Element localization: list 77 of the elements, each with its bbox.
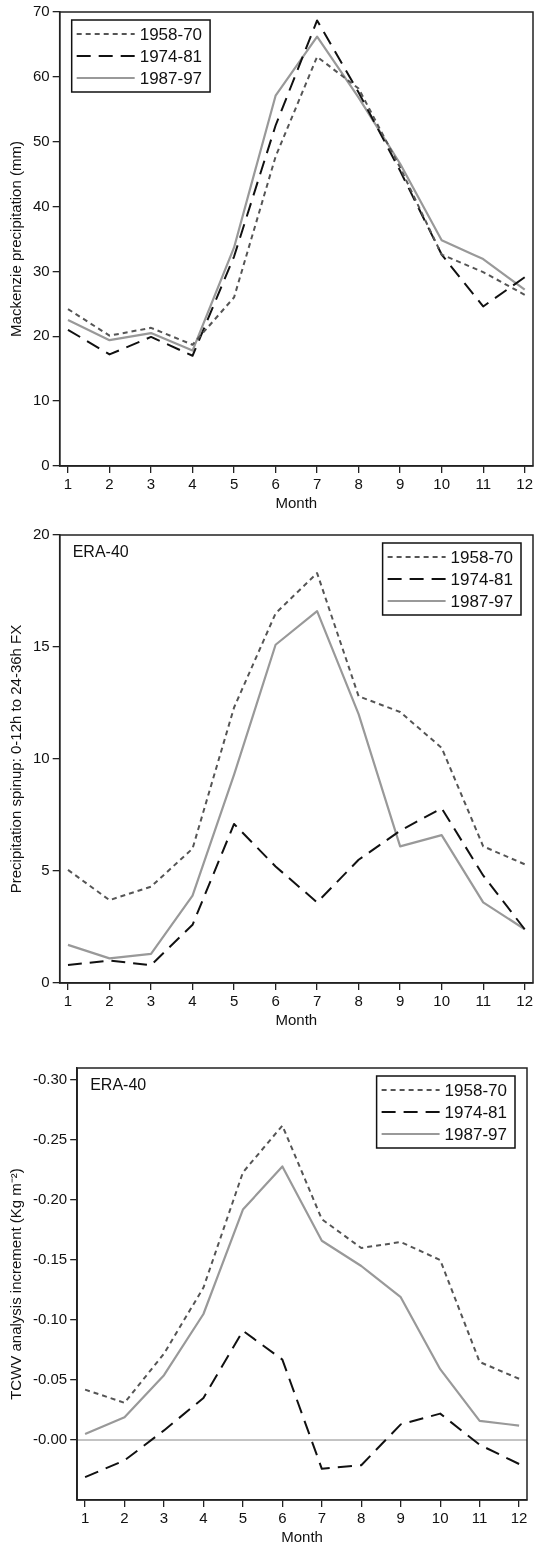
y-tick-label: 0	[41, 456, 50, 474]
line-series	[66, 572, 526, 902]
legend-label: 1987-97	[444, 1124, 507, 1144]
y-axis-title: TCWV analysis increment (Kg m⁻²)	[7, 1168, 25, 1400]
legend-label: 1958-70	[450, 547, 513, 567]
x-tick-label: 12	[516, 475, 534, 493]
x-tick-label: 12	[516, 992, 534, 1010]
x-tick-label: 9	[396, 1509, 405, 1527]
x-tick-label: 5	[229, 475, 239, 493]
x-tick-label: 11	[471, 1509, 488, 1527]
x-tick-label: 10	[431, 1509, 449, 1527]
x-tick-label: 9	[395, 992, 405, 1010]
y-tick-label: -0.05	[32, 1370, 68, 1388]
legend-label: 1974-81	[444, 1102, 507, 1122]
y-tick-label: -0.20	[32, 1190, 68, 1208]
annotation: ERA-40	[72, 543, 129, 561]
legend-label: 1987-97	[139, 68, 203, 88]
line-series	[84, 1124, 521, 1404]
x-tick-label: 1	[63, 475, 73, 493]
x-tick-label: 4	[188, 475, 197, 493]
line-series	[66, 807, 526, 967]
x-tick-label: 3	[159, 1509, 169, 1527]
x-tick-label: 6	[271, 992, 280, 1010]
y-tick-label: 5	[41, 861, 50, 879]
x-tick-label: 2	[105, 992, 114, 1010]
x-axis-title: Month	[275, 1011, 318, 1029]
x-tick-label: 11	[475, 992, 491, 1010]
x-tick-label: 1	[63, 992, 73, 1010]
y-tick-label: 50	[33, 131, 50, 149]
x-tick-label: 5	[229, 992, 239, 1010]
x-tick-label: 4	[188, 992, 197, 1010]
x-tick-label: 10	[433, 992, 450, 1010]
y-tick-label: -0.15	[32, 1250, 68, 1268]
x-axis-title: Month	[275, 494, 318, 512]
legend-label: 1958-70	[444, 1080, 507, 1100]
y-tick-label: -0.30	[32, 1070, 68, 1088]
x-tick-label: 2	[105, 475, 114, 493]
x-tick-label: 2	[120, 1509, 129, 1527]
legend-label: 1987-97	[450, 591, 513, 611]
y-tick-label: 60	[33, 67, 50, 84]
x-tick-label: 5	[238, 1509, 248, 1527]
legend-label: 1974-81	[450, 569, 513, 589]
x-tick-label: 7	[312, 475, 322, 493]
x-tick-label: 8	[354, 475, 363, 493]
legend-label: 1974-81	[139, 46, 203, 66]
line-series	[84, 1329, 521, 1479]
x-tick-label: 11	[475, 475, 491, 493]
annotation: ERA-40	[90, 1076, 147, 1094]
x-tick-label: 4	[199, 1509, 208, 1527]
x-tick-label: 8	[354, 992, 363, 1010]
legend-label: 1958-70	[139, 24, 203, 44]
y-tick-label: -0.10	[32, 1310, 68, 1328]
x-tick-label: 3	[146, 992, 156, 1010]
y-tick-label: 20	[33, 326, 50, 344]
y-tick-label: 10	[33, 391, 50, 409]
x-tick-label: 1	[80, 1509, 90, 1527]
x-tick-label: 9	[395, 475, 405, 493]
x-tick-label: 10	[433, 475, 450, 493]
y-tick-label: 10	[33, 749, 50, 767]
y-axis-title: Mackenzie precipitation (mm)	[7, 141, 25, 337]
y-tick-label: 20	[33, 525, 50, 543]
y-tick-label: -0.00	[32, 1430, 68, 1448]
y-tick-label: 40	[33, 196, 50, 214]
x-tick-label: 12	[510, 1509, 528, 1527]
x-tick-label: 6	[278, 1509, 287, 1527]
x-tick-label: 6	[271, 475, 280, 493]
y-tick-label: 0	[41, 973, 50, 991]
x-tick-label: 3	[146, 475, 156, 493]
y-axis-title: Precipitation spinup: 0-12h to 24-36h FX	[7, 624, 25, 894]
y-tick-label: 30	[33, 261, 50, 279]
x-tick-label: 7	[312, 992, 322, 1010]
y-tick-label: 70	[33, 2, 50, 20]
x-axis-title: Month	[281, 1528, 323, 1546]
y-tick-label: -0.25	[32, 1130, 68, 1148]
x-tick-label: 7	[317, 1509, 326, 1527]
x-tick-label: 8	[357, 1509, 366, 1527]
y-tick-label: 15	[33, 637, 50, 655]
